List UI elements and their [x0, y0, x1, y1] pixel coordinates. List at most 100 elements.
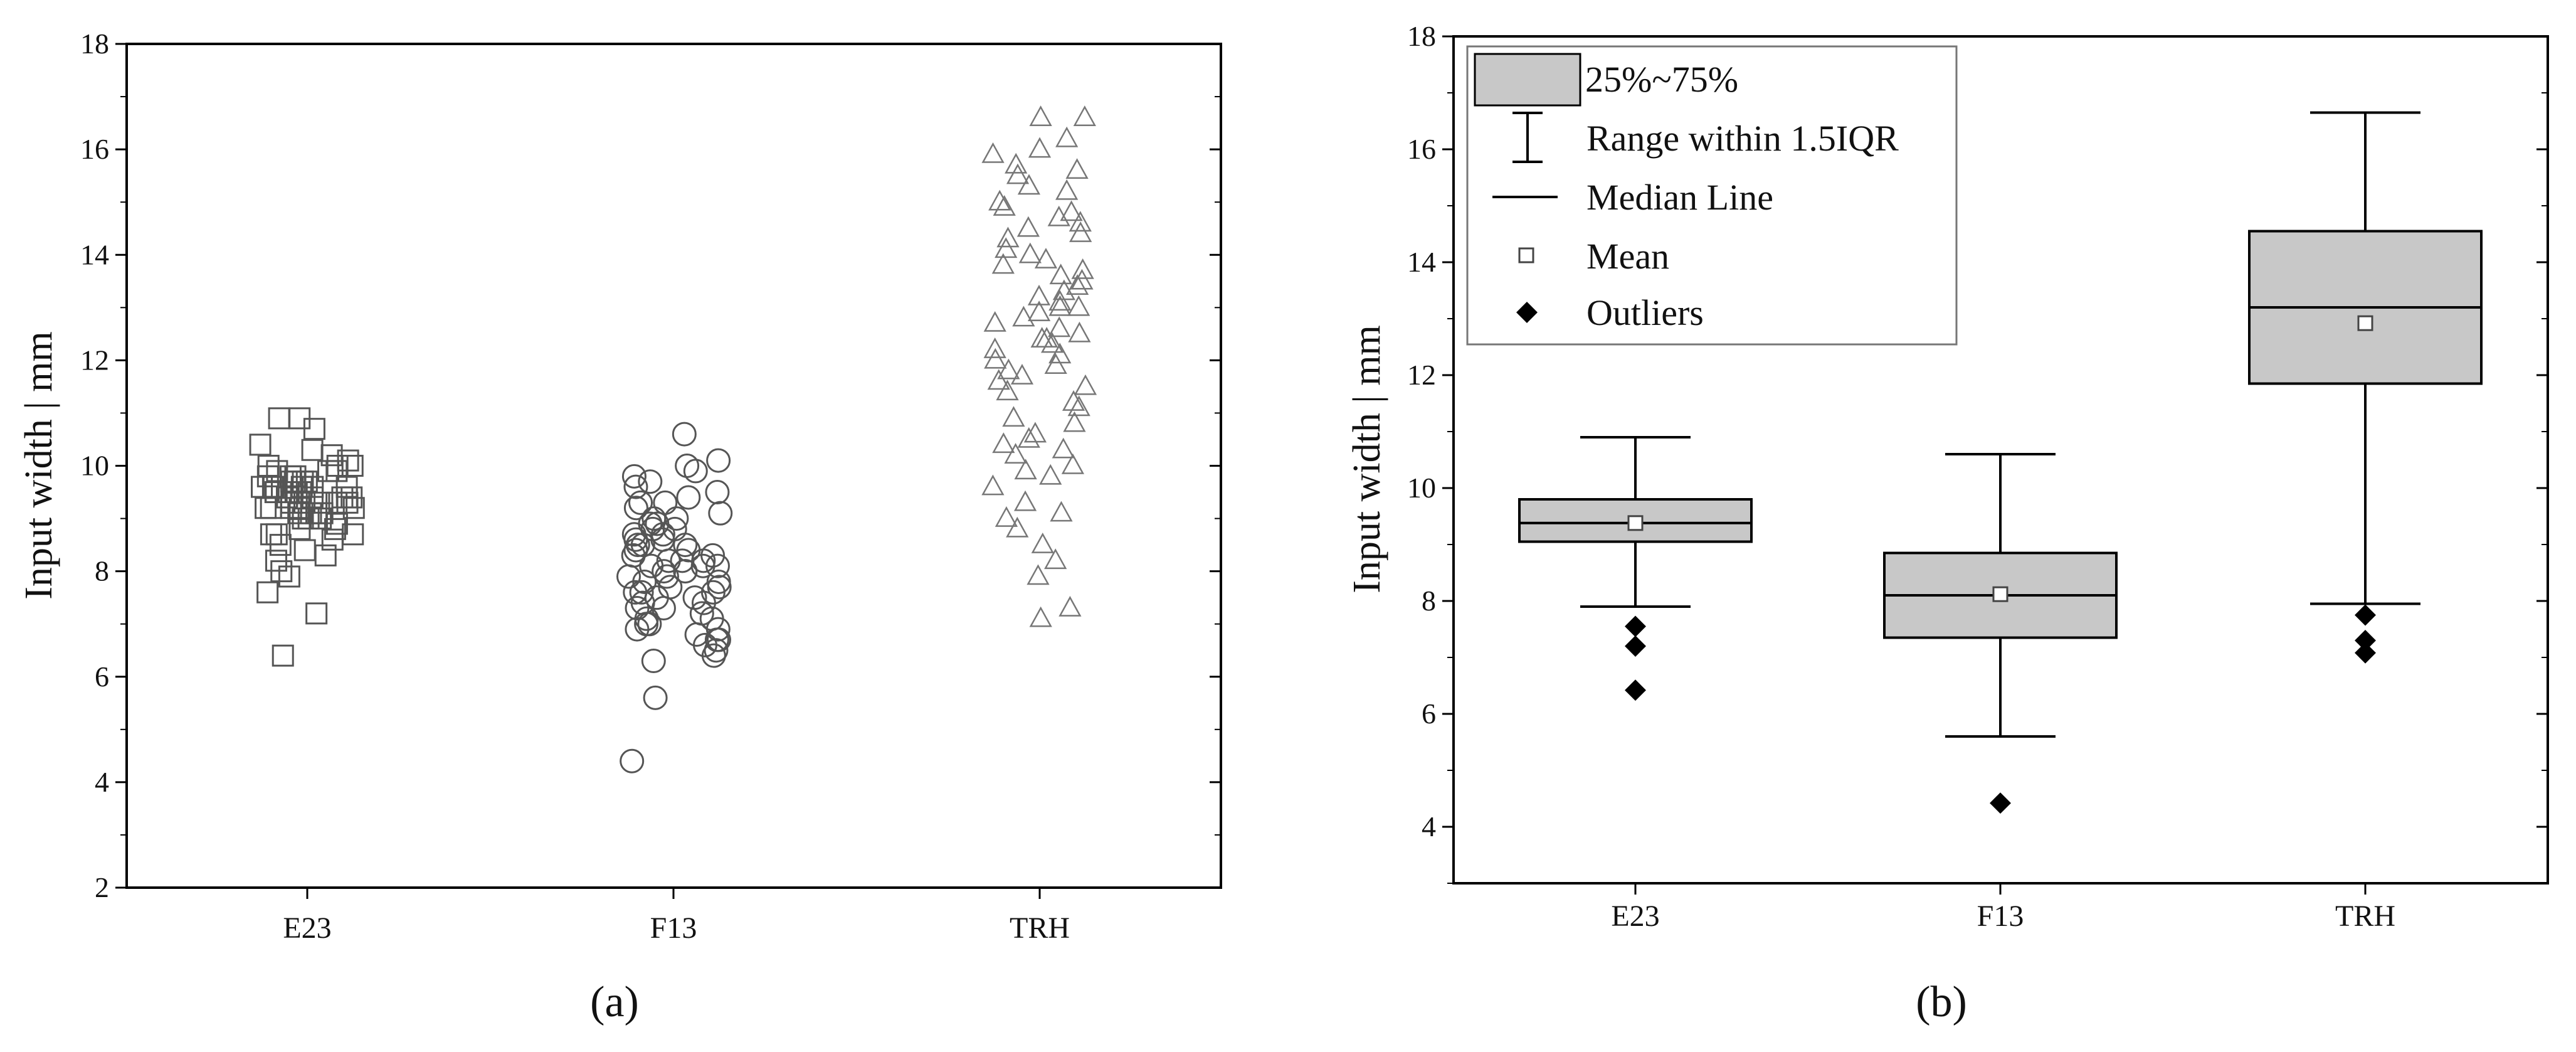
scatter-point-triangle: [1028, 137, 1052, 158]
legend-label-median: Median Line: [1586, 177, 1773, 218]
scatter-point-triangle: [1031, 533, 1054, 553]
scatter-point-triangle: [993, 195, 1016, 216]
scatter-point-circle: [621, 464, 647, 489]
panel-a-y-tick-label: 12: [80, 344, 109, 376]
scatter-point-square: [278, 565, 300, 588]
scatter-point-triangle: [1047, 205, 1070, 226]
scatter-point-circle: [705, 553, 730, 578]
scatter-point-triangle: [1044, 548, 1067, 570]
panel-a-y-tick-label: 4: [95, 766, 109, 798]
scatter-point-triangle: [991, 253, 1015, 274]
scatter-point-square: [293, 539, 316, 561]
scatter-point-triangle: [1073, 105, 1096, 126]
mean-marker: [1992, 586, 2009, 602]
outlier-marker: [1990, 792, 2011, 814]
scatter-point-triangle: [1070, 268, 1094, 290]
legend-label-outliers: Outliers: [1586, 292, 1704, 333]
box-f13: [1883, 453, 2118, 814]
scatter-point-triangle: [1049, 263, 1072, 285]
panel-a-y-tick-label: 14: [80, 238, 109, 270]
scatter-point-triangle: [981, 474, 1005, 496]
panel-a-y-tick-label: 6: [95, 661, 109, 693]
scatter-point-triangle: [1017, 427, 1040, 448]
scatter-point-triangle: [1016, 216, 1040, 237]
scatter-point-triangle: [1067, 395, 1090, 417]
panel-a-y-tick-label: 10: [80, 450, 109, 482]
scatter-point-triangle: [1012, 306, 1035, 327]
scatter-point-circle: [630, 590, 655, 615]
panel-b-legend: 25%~75% Range within 1.5IQR Median Line …: [1466, 45, 1958, 346]
scatter-point-square: [256, 581, 279, 603]
scatter-point-circle: [634, 612, 659, 637]
panel-b-y-tick-label: 8: [1422, 585, 1436, 617]
legend-whisker-glyph: [1512, 112, 1543, 163]
scatter-point-triangle: [987, 369, 1010, 390]
scatter-point-triangle: [1035, 327, 1058, 348]
scatter-point-triangle: [1055, 126, 1079, 147]
scatter-point-triangle: [983, 337, 1006, 358]
scatter-point-triangle: [1061, 453, 1085, 474]
scatter-point-triangle: [1048, 295, 1072, 316]
panel-a-y-tick-label: 8: [95, 555, 109, 587]
scatter-point-triangle: [1065, 158, 1089, 179]
scatter-point-circle: [643, 685, 668, 710]
scatter-point-triangle: [1017, 174, 1041, 195]
scatter-point-circle: [708, 501, 733, 526]
panel-a-y-tick-label: 16: [80, 133, 109, 165]
scatter-point-square: [325, 460, 348, 482]
scatter-point-square: [301, 438, 324, 461]
scatter-point-circle: [629, 580, 654, 605]
mean-marker: [1627, 515, 1644, 531]
scatter-point-circle: [632, 569, 657, 594]
panel-a-x-axis: E23 F13 TRH: [283, 888, 1070, 945]
scatter-point-triangle: [981, 142, 1005, 163]
scatter-point-circle: [625, 533, 650, 558]
legend-mean-glyph: [1518, 247, 1534, 263]
panel-a-y-tick-label: 18: [80, 28, 109, 60]
scatter-point-triangle: [1006, 163, 1030, 184]
panel-a-x-tick-label: TRH: [1010, 911, 1070, 945]
scatter-point-triangle: [1048, 316, 1071, 337]
panel-b-y-axis: 4 6 8 10 12 14 16 18: [1407, 20, 2548, 884]
scatter-point-circle: [623, 496, 648, 521]
scatter-point-circle: [676, 485, 701, 510]
scatter-point-triangle: [1027, 300, 1051, 321]
scatter-point-triangle: [1071, 258, 1094, 279]
scatter-point-triangle: [1069, 211, 1092, 232]
panel-b-y-tick-label: 18: [1407, 20, 1436, 52]
panel-b-y-tick-label: 16: [1407, 133, 1436, 165]
scatter-point-circle: [701, 643, 726, 668]
outlier-marker: [2355, 604, 2376, 626]
scatter-point-triangle: [995, 506, 1018, 527]
scatter-point-circle: [653, 490, 678, 515]
scatter-point-triangle: [1052, 279, 1076, 300]
scatter-point-triangle: [1074, 374, 1097, 395]
panel-a-data-points: [249, 105, 1097, 773]
scatter-point-square: [314, 544, 337, 566]
scatter-point-triangle: [1029, 606, 1052, 627]
scatter-point-triangle: [1066, 274, 1089, 295]
scatter-point-circle: [673, 559, 698, 584]
legend-label-whisker: Range within 1.5IQR: [1586, 118, 1899, 159]
scatter-point-triangle: [1014, 459, 1037, 480]
scatter-point-circle: [675, 454, 700, 478]
legend-label-box: 25%~75%: [1585, 59, 1738, 100]
scatter-point-triangle: [996, 226, 1020, 248]
scatter-point-square: [324, 518, 346, 540]
panel-b-boxplot: 4 6 8 10 12 14 16 18 E23 F13 TRH Input width | mm…: [1346, 20, 2549, 1026]
scatter-point-triangle: [1027, 284, 1051, 306]
scatter-point-triangle: [1005, 152, 1028, 174]
scatter-point-circle: [644, 585, 669, 610]
scatter-point-triangle: [996, 380, 1019, 401]
scatter-point-triangle: [988, 189, 1011, 211]
scatter-point-triangle: [1018, 242, 1042, 263]
scatter-point-triangle: [1004, 443, 1027, 464]
legend-label-mean: Mean: [1586, 236, 1669, 277]
panel-b-x-tick-label: E23: [1611, 900, 1659, 933]
scatter-point-triangle: [1050, 501, 1073, 522]
panel-b-boxes: [1518, 111, 2483, 814]
scatter-point-triangle: [992, 432, 1015, 454]
scatter-point-square: [265, 550, 287, 572]
scatter-point-circle: [641, 649, 666, 674]
